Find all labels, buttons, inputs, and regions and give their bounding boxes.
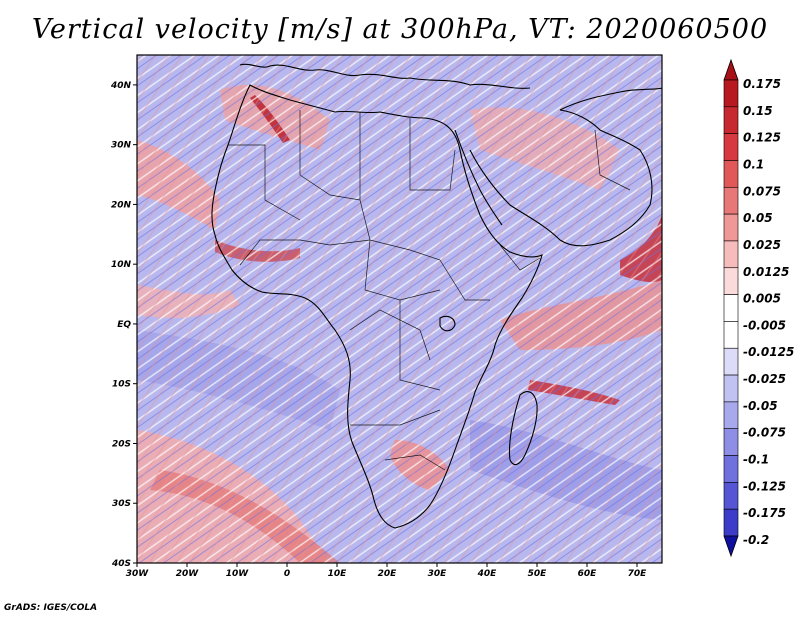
- colorbar-box: [723, 186, 739, 215]
- colorbar-box: [723, 160, 739, 188]
- lat-tick-label: 10N: [111, 260, 132, 270]
- colorbar-box: [723, 428, 739, 456]
- colorbar-box: [723, 508, 739, 537]
- colorbar-label: -0.075: [743, 426, 786, 440]
- colorbar-box: [723, 267, 739, 295]
- colorbar-box: [723, 347, 739, 376]
- colorbar-label: -0.125: [743, 479, 786, 493]
- colorbar-box: [723, 79, 739, 108]
- lat-tick-label: 40N: [110, 81, 132, 91]
- country-borders: [228, 110, 631, 471]
- colorbar-box: [723, 401, 739, 430]
- colorbar-label: -0.025: [743, 372, 786, 386]
- lon-tick-label: 50E: [528, 569, 548, 579]
- colorbar-label: -0.1: [743, 453, 769, 467]
- colorbar-box: [723, 294, 739, 322]
- lon-tick-label: 30E: [428, 569, 448, 579]
- lon-tick-label: 20W: [176, 569, 200, 579]
- colorbar-label: 0.1: [743, 157, 764, 171]
- colorbar-label: 0.025: [743, 238, 781, 252]
- colorbar-box: [723, 455, 739, 483]
- lon-tick-label: 0: [284, 569, 290, 579]
- colorbar-label: -0.0125: [743, 345, 794, 359]
- lat-tick-label: 30N: [111, 141, 132, 151]
- lat-tick-label: 40S: [111, 559, 131, 569]
- colorbar-box: [723, 133, 739, 161]
- lat-tick-label: 20S: [112, 439, 131, 449]
- lat-tick-label: 10S: [112, 380, 131, 390]
- colorbar-box: [723, 213, 739, 242]
- colorbar-bottom-cap: [723, 535, 739, 558]
- colorbar-box: [723, 374, 739, 403]
- colorbar-label: -0.05: [743, 399, 778, 413]
- colorbar-box: [723, 482, 739, 510]
- lon-tick-label: 70E: [628, 569, 648, 579]
- colorbar-box: [723, 240, 739, 269]
- lon-tick-label: 40E: [477, 569, 498, 579]
- lon-tick-label: 10W: [226, 569, 250, 579]
- lat-tick-label: 20N: [111, 200, 132, 210]
- colorbar-label: 0.175: [743, 77, 781, 91]
- colorbar-top-cap: [723, 58, 739, 81]
- map-frame: [136, 54, 663, 564]
- colorbar: 0.175 0.15 0.125 0.1 0.075 0.05 0.025 0.0125 0.0…: [723, 58, 794, 558]
- grads-credit: GrADS: IGES/COLA: [4, 603, 98, 613]
- colorbar-box: [723, 321, 739, 349]
- lat-tick-label: EQ: [117, 320, 131, 330]
- lon-tick-label: 30W: [126, 569, 150, 579]
- colorbar-label: -0.005: [743, 318, 786, 332]
- colorbar-label: 0.15: [743, 104, 773, 118]
- colorbar-label: 0.05: [743, 211, 773, 225]
- longitude-axis: 30W 20W 10W 0 10E 20E 30E 40E 50E 60E 70E: [126, 563, 647, 579]
- lat-tick-label: 30S: [112, 499, 131, 509]
- lon-tick-label: 60E: [578, 569, 598, 579]
- lon-tick-label: 10E: [328, 569, 348, 579]
- colorbar-label: 0.125: [743, 131, 781, 145]
- coastlines: [211, 63, 662, 529]
- colorbar-label: -0.175: [743, 506, 786, 520]
- colorbar-label: 0.0125: [743, 265, 789, 279]
- velocity-field: [137, 55, 662, 563]
- colorbar-label: 0.005: [743, 292, 781, 306]
- map-title: Vertical velocity [m/s] at 300hPa, VT: 2…: [31, 14, 769, 45]
- colorbar-label: 0.075: [743, 184, 781, 198]
- colorbar-label: -0.2: [743, 533, 769, 547]
- lon-tick-label: 20E: [378, 569, 398, 579]
- colorbar-box: [723, 106, 739, 134]
- latitude-axis: 40N 30N 20N 10N EQ 10S 20S 30S 40S: [110, 81, 137, 569]
